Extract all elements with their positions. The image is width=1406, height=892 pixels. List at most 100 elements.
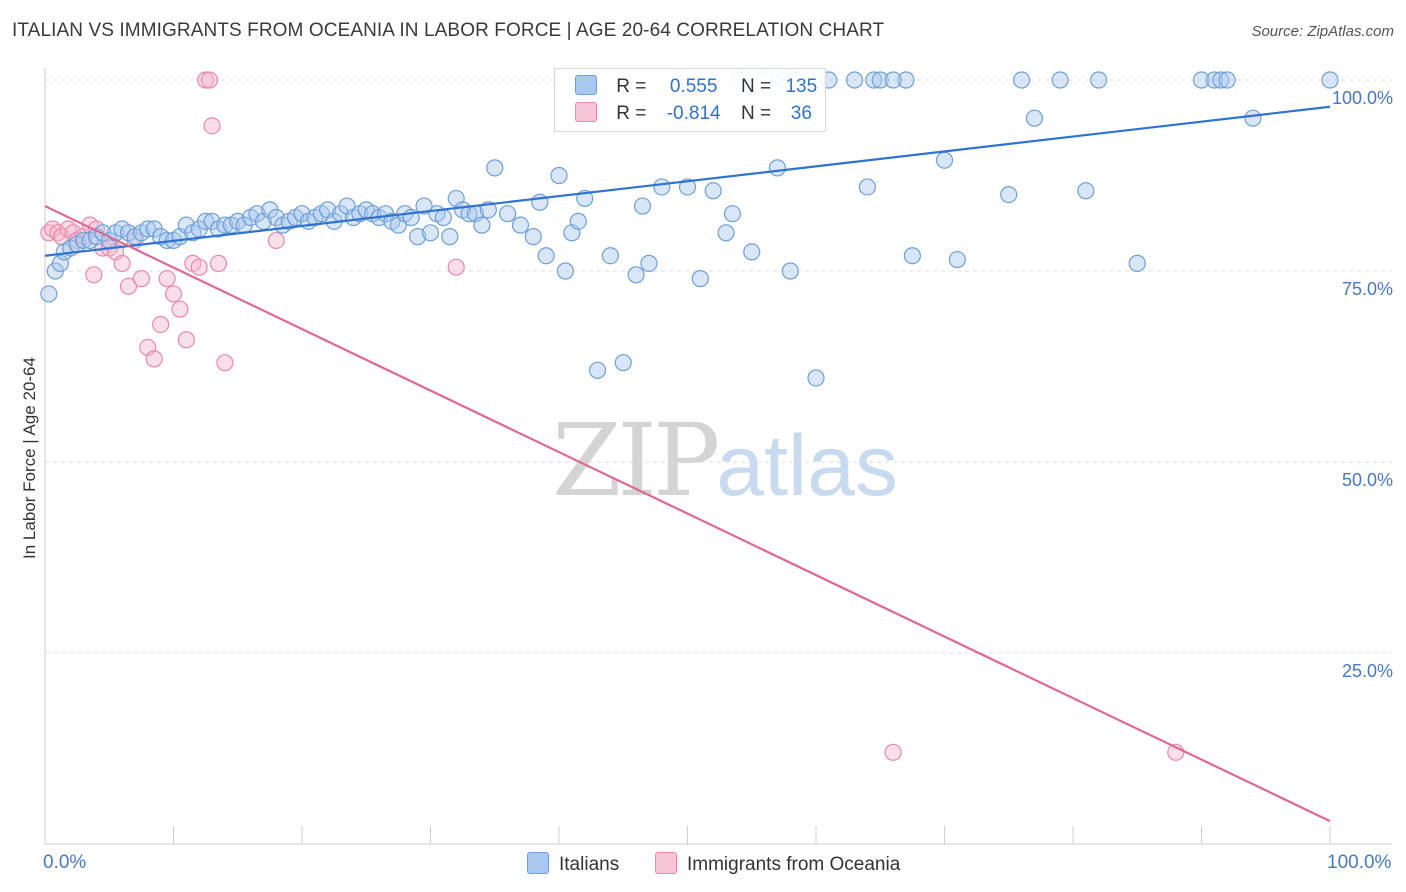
legend-label-oceania: Immigrants from Oceania (687, 854, 901, 875)
italians-point (601, 247, 620, 265)
oceania-point (85, 266, 103, 284)
italians-point (935, 151, 954, 169)
oceania-point (171, 300, 189, 318)
oceania-point (152, 315, 170, 334)
italians-point (614, 354, 632, 372)
italians-point (1128, 254, 1146, 272)
legend-swatch-pink (655, 852, 677, 874)
italians-point (845, 71, 864, 89)
italians-point (473, 216, 491, 234)
legend-n-label: N = (740, 103, 772, 124)
italians-point (1051, 71, 1069, 89)
bottom-legend-oceania: Immigrants from Oceania (655, 852, 900, 876)
watermark-atlas: atlas (716, 418, 898, 514)
italians-point (1218, 71, 1236, 89)
italians-point (865, 71, 883, 89)
italians-point (486, 159, 504, 177)
legend-r-value: -0.814 (666, 103, 721, 124)
italians-point (1192, 71, 1211, 89)
italians-point (717, 224, 735, 242)
oceania-point (447, 258, 465, 276)
legend-swatch-blue (575, 75, 597, 95)
italians-point (139, 220, 157, 238)
italians-point (40, 285, 58, 303)
oceania-point (884, 743, 902, 761)
italians-point (948, 250, 966, 269)
oceania-point (203, 117, 221, 135)
italians-point (723, 205, 742, 223)
legend-n-label: N = (740, 76, 772, 97)
legend-row-oceania: R = -0.814 N = 36 (575, 102, 826, 126)
legend-r-label: R = (616, 103, 647, 124)
x-tick-label-max: 100.0% (1327, 852, 1392, 873)
legend-row-italians: R = 0.555 N = 135 (575, 75, 826, 99)
italians-point (511, 216, 530, 234)
watermark: ZIPatlas (552, 402, 898, 519)
italians-point (807, 369, 825, 387)
italians-point (1000, 186, 1018, 204)
oceania-point (145, 350, 163, 368)
italians-point (216, 216, 234, 234)
italians-point (556, 262, 575, 280)
italians-trend-line (44, 105, 1331, 257)
oceania-point (132, 270, 150, 288)
italians-point (569, 212, 587, 230)
italians-point (640, 254, 658, 272)
y-tick-label: 100.0% (1332, 88, 1393, 108)
italians-point (74, 231, 93, 250)
oceania-point (209, 254, 228, 272)
italians-point (588, 361, 607, 379)
watermark-zip: ZIP (552, 402, 720, 519)
y-tick-label: 25.0% (1342, 661, 1393, 681)
legend-n-value: 135 (785, 76, 818, 97)
italians-point (415, 197, 433, 215)
italians-point (743, 243, 761, 261)
oceania-point (197, 71, 215, 89)
italians-point (903, 247, 921, 265)
legend-swatch-pink (575, 102, 597, 122)
chart-title: ITALIAN VS IMMIGRANTS FROM OCEANIA IN LA… (12, 20, 885, 41)
oceania-point (119, 277, 138, 295)
oceania-point (216, 354, 234, 372)
source-credit: Source: ZipAtlas.com (1251, 23, 1394, 40)
legend-n-value: 36 (790, 103, 812, 124)
italians-point (678, 178, 697, 196)
italians-point (858, 178, 877, 196)
italians-point (550, 166, 568, 185)
italians-point (1212, 71, 1230, 89)
oceania-point (200, 71, 219, 89)
italians-point (441, 228, 459, 246)
correlation-legend: R = 0.555 N = 135 R = -0.814 N = 36 (554, 68, 826, 132)
oceania-point (158, 270, 176, 288)
oceania-point (267, 231, 285, 250)
italians-point (409, 228, 427, 246)
italians-point (421, 224, 440, 242)
italians-point (1025, 109, 1044, 127)
y-tick-label: 50.0% (1342, 470, 1393, 490)
italians-point (537, 247, 555, 265)
italians-point (1321, 71, 1339, 89)
italians-point (871, 71, 889, 89)
italians-point (768, 159, 787, 177)
legend-r-value: 0.555 (669, 76, 718, 97)
oceania-point (113, 254, 131, 272)
italians-point (1090, 71, 1108, 89)
italians-point (781, 262, 799, 280)
italians-point (524, 228, 542, 246)
italians-point (1077, 182, 1095, 200)
italians-point (1012, 71, 1031, 89)
italians-point (653, 178, 671, 196)
bottom-legend-italians: Italians (527, 852, 619, 876)
legend-label-italians: Italians (559, 854, 620, 875)
oceania-point (177, 331, 195, 349)
oceania-point (164, 285, 183, 303)
italians-point (434, 208, 452, 227)
italians-point (897, 71, 915, 89)
y-tick-label: 75.0% (1342, 279, 1393, 299)
italians-point (499, 205, 517, 223)
italians-point (627, 266, 645, 284)
legend-r-label: R = (616, 76, 647, 97)
italians-point (633, 197, 652, 215)
italians-point (691, 270, 709, 288)
